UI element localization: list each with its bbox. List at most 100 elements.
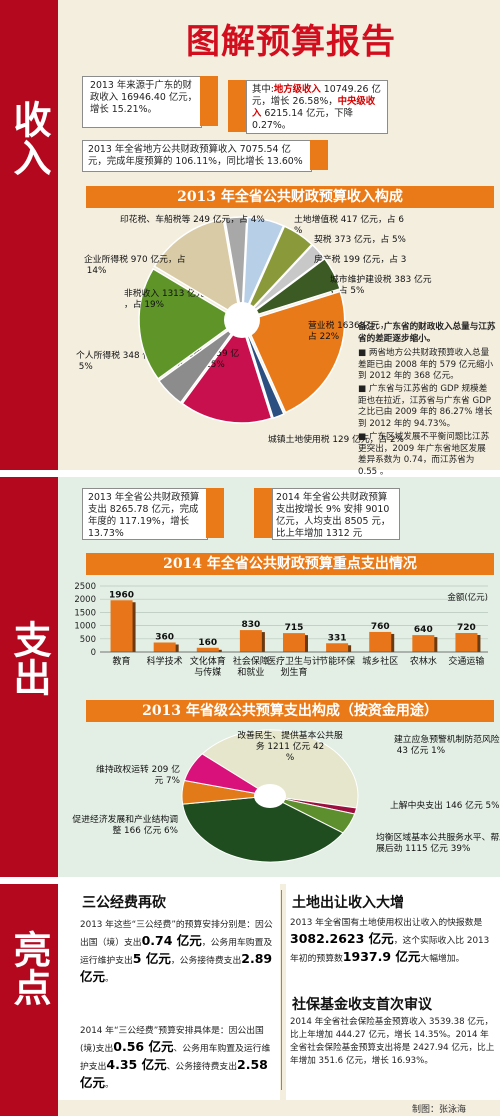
income-box-total: [82, 76, 202, 128]
h1-part: 。: [105, 1080, 114, 1090]
income-box-budget: [82, 140, 312, 172]
local-income-label: 地方级收入: [273, 84, 321, 95]
pie-slice: [223, 216, 248, 318]
h1-part: ，公务接待费支出: [170, 956, 242, 966]
highlight-1-text-a: 2013 年这些“三公经费”的预算安排分别是：因公出国（境）支出0.74 亿元，…: [80, 918, 276, 987]
h1-part: 、公务用车购置及运行维护支出: [80, 1044, 271, 1072]
highlight-bg-left: [58, 884, 280, 1100]
expense-box-2013: [82, 488, 208, 540]
pie-center-hole: [254, 784, 286, 808]
income-label-text: 收入: [7, 100, 51, 176]
highlight-2-title: 土地出让收入大增: [292, 895, 404, 911]
expense-box-2013-accent: [206, 488, 224, 538]
bar-value-label: 715: [285, 623, 304, 633]
pie-slice: [243, 290, 346, 414]
section-divider: [0, 470, 500, 477]
h2-value: 1937.9 亿元: [342, 949, 421, 964]
y-tick-label: 2000: [74, 595, 96, 605]
income-box-budget-text: 2013 年全省地方公共财政预算收入 7075.54 亿元，完成年度预算的 10…: [88, 144, 303, 167]
y-tick-label: 2500: [74, 582, 96, 592]
income-note-3: ■ 广东区域发展不平衡问题比江苏更突出，2009 年广东省地区发展差异系数为 0…: [358, 432, 490, 477]
pie-slice: [153, 218, 242, 320]
expense-bar-chart: 0 500 1000 1500 2000 2500 金额(亿元) 1960 教育 360 科学技术 1…: [74, 582, 488, 678]
pie-slice-label: 非税收入 1313 亿元，占 19%: [124, 287, 205, 310]
bar: [196, 647, 219, 652]
h1-value: 4.35 亿元: [106, 1057, 167, 1072]
income-pie-title-bar: 2013 年全省公共财政预算收入构成: [86, 186, 494, 208]
pie-slice: [241, 216, 285, 318]
h1-value: 2.89 亿元: [80, 951, 273, 984]
x-tick-label: 医疗卫生与计划生育: [267, 655, 321, 678]
central-income-label: 中央级收入: [252, 96, 376, 119]
h2-part: 大幅增加。: [420, 954, 465, 964]
pie-slice: [244, 257, 342, 320]
expense-pie-chart: 改善民生、提供基本公共服务 1211 亿元 42 % 建立应急预警机制防范风险 43…: [72, 729, 500, 863]
bar: [369, 631, 392, 652]
h1-part: ，公务用车购置及运行维护支出: [80, 938, 273, 966]
highlight-3-title: 社保基金收支首次审议: [292, 997, 432, 1013]
bar: [412, 635, 435, 652]
y-tick-label: 1000: [74, 622, 96, 632]
bar: [239, 630, 262, 652]
pie-slice-label: 改善民生、提供基本公共服务 1211 亿元 42%: [237, 729, 343, 763]
h2-part: ，这个实际收入比 2013 年初的预算数: [290, 936, 490, 964]
bar-value-label: 160: [198, 638, 217, 648]
expense-box-2013-text: 2013 年全省公共财政预算支出 8265.78 亿元，完成年度的 117.19…: [88, 492, 200, 539]
h1-part: 、公务接待费支出: [166, 1062, 237, 1072]
bar-value-label: 360: [155, 632, 174, 642]
income-note-2: ■ 广东省与江苏省的 GDP 规模差距也在拉近，江苏省与广东省 GDP 之比已由…: [358, 384, 493, 429]
income-box-split-accent: [228, 80, 246, 132]
x-tick-label: 城乡社区: [362, 655, 398, 667]
income-box-split: [246, 80, 388, 134]
bar-chart-title-bar: 2014 年全省公共财政预算重点支出情况: [86, 553, 494, 575]
h1-part: 。: [105, 974, 114, 984]
pie2-title-bar: 2013 年省级公共预算支出构成（按资金用途）: [86, 700, 494, 722]
bar: [326, 643, 349, 652]
pie-slice: [201, 729, 359, 809]
h1-value: 0.74 亿元: [141, 933, 202, 948]
highlight-section-label: 亮点: [0, 930, 58, 1006]
pie-slice-label: 企业所得税 970 亿元，占 14%: [84, 253, 186, 276]
pie-slice-label: 维持政权运转 209 亿元 7%: [96, 763, 180, 786]
pie-slice-label: 土地增值税 417 亿元，占 6%: [294, 213, 404, 236]
h1-value: 0.56 亿元: [113, 1039, 174, 1054]
bar-value-label: 830: [241, 620, 260, 630]
income-note-title: 备注：广东省的财政收入总量与江苏省的差距逐步缩小。: [358, 322, 496, 344]
expense-box-2014-accent: [254, 488, 272, 538]
income-box-total-accent: [200, 76, 218, 126]
pie-slice-label: 契税 373 亿元，占 5%: [314, 233, 406, 245]
central-income-value: 6215.14 亿元，下降 0.27%。: [252, 108, 353, 131]
x-tick-label: 文化体育与传媒: [190, 655, 226, 678]
y-tick-label: 500: [80, 635, 96, 645]
pie-slice-label: 城市维护建设税 383 亿元，占 5%: [330, 273, 432, 296]
local-income-value: 10749.26 亿元，增长 26.58%，: [252, 84, 381, 107]
pie-slice: [157, 321, 241, 404]
pie-slice: [243, 243, 326, 319]
credit-text: 制图：张泳海: [412, 1105, 467, 1115]
expense-label-text: 支出: [7, 620, 51, 696]
highlight-label-text: 亮点: [7, 930, 51, 1006]
pie-slice-label: 促进经济发展和产业结构调整 166 亿元 6%: [72, 813, 178, 836]
highlight-bg-right: [286, 884, 500, 1100]
pie-slice-label: 印花税、车船税等 249 亿元，占 4%: [120, 213, 265, 225]
pie-center-hole: [224, 302, 260, 338]
pie-slice: [242, 322, 285, 420]
income-box-total-text: 2013 年来源于广东的财政收入 16946.40 亿元，增长 15.21%。: [90, 80, 197, 115]
y-tick-label: 0: [91, 648, 96, 658]
pie-slice: [183, 753, 271, 797]
income-section-band: [0, 0, 58, 470]
expense-section-label: 支出: [0, 620, 58, 696]
pie-slice: [138, 267, 241, 380]
x-tick-label: 社会保障和就业: [233, 655, 269, 678]
bar-value-label: 1960: [109, 590, 134, 600]
highlight-section-band: [0, 1029, 58, 1116]
highlight-3-text: 2014 年全省社会保险基金预算收入 3539.38 亿元，比上年增加 444.…: [290, 1017, 495, 1066]
h1-value: 5 亿元: [132, 951, 171, 966]
bar: [153, 642, 176, 652]
bar: [283, 633, 305, 652]
pie-slice-label: 城镇土地使用税 129 亿元，占 2%: [268, 433, 404, 445]
section-divider: [0, 877, 500, 884]
x-tick-label: 农林水: [410, 655, 437, 667]
x-tick-label: 交通运输: [448, 655, 484, 667]
income-box-split-text: 其中:地方级收入 10749.26 亿元，增长 26.58%，中央级收入 621…: [252, 84, 384, 132]
